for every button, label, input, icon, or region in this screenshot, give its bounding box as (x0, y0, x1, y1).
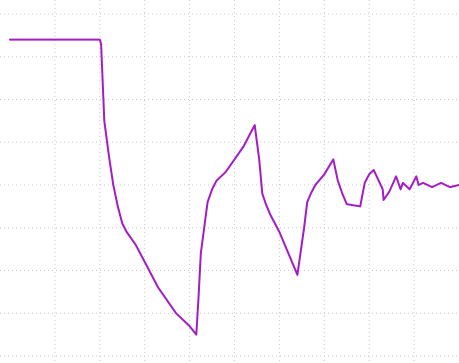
signal-trace (9, 38, 459, 336)
trace-layer (9, 38, 459, 336)
